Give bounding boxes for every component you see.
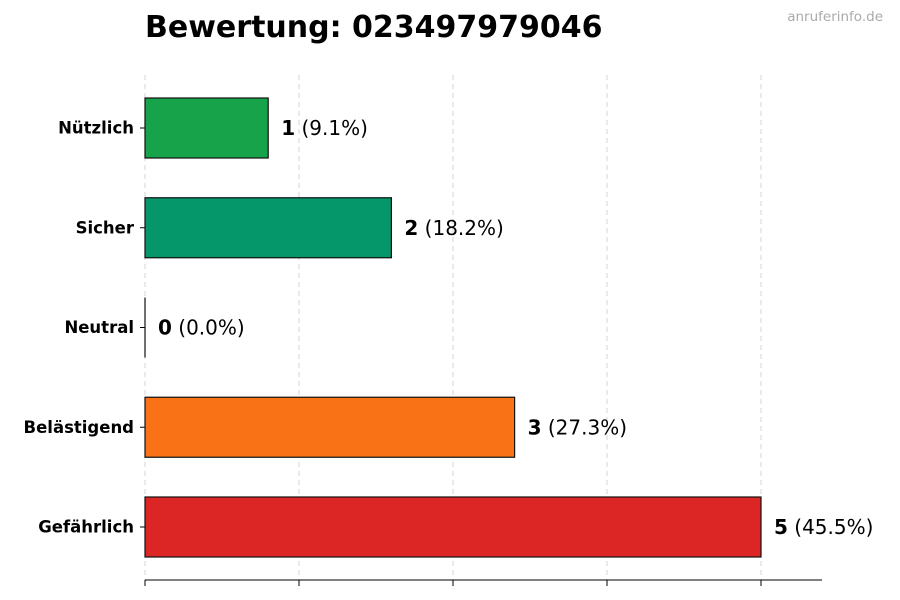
category-label: Sicher	[76, 218, 135, 237]
value-label: 5 (45.5%)	[774, 515, 873, 539]
value-percent: (18.2%)	[418, 216, 504, 240]
bar	[144, 97, 269, 159]
value-percent: (9.1%)	[295, 116, 368, 140]
value-percent: (27.3%)	[542, 415, 628, 439]
bar	[144, 197, 392, 259]
value-count: 3	[528, 415, 542, 439]
value-percent: (45.5%)	[788, 515, 874, 539]
value-count: 0	[158, 316, 172, 340]
value-count: 1	[281, 116, 295, 140]
watermark: anruferinfo.de	[787, 9, 883, 25]
value-label: 2 (18.2%)	[404, 216, 503, 240]
value-label: 0 (0.0%)	[158, 316, 245, 340]
value-label: 1 (9.1%)	[281, 116, 368, 140]
category-label: Belästigend	[24, 418, 134, 437]
value-count: 5	[774, 515, 788, 539]
chart-title: Bewertung: 023497979046	[145, 10, 603, 45]
value-count: 2	[404, 216, 418, 240]
value-percent: (0.0%)	[172, 316, 245, 340]
category-label: Neutral	[64, 318, 134, 337]
category-label: Nützlich	[58, 119, 134, 138]
value-label: 3 (27.3%)	[528, 415, 627, 439]
category-label: Gefährlich	[38, 518, 134, 537]
bar	[144, 396, 516, 458]
bar	[144, 496, 762, 558]
